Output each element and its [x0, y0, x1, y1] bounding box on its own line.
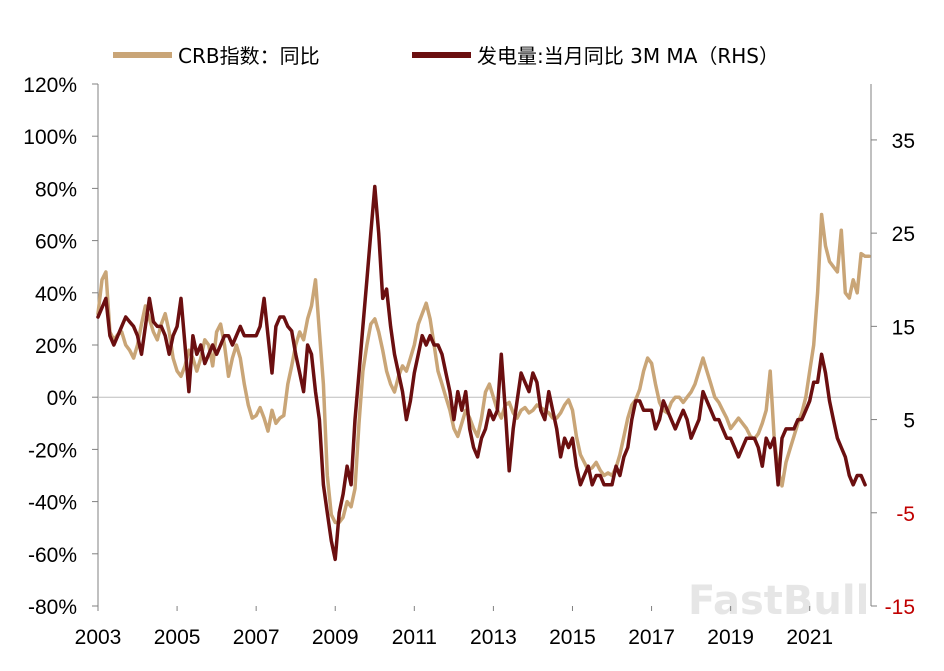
legend-label-power: 发电量:当月同比 3M MA（RHS）	[477, 44, 779, 68]
right-tick-label: 15	[892, 316, 915, 339]
left-tick-label: -60%	[28, 544, 77, 567]
x-tick-label: 2011	[392, 626, 437, 649]
left-tick-label: 60%	[35, 231, 77, 254]
series-layer	[96, 184, 871, 562]
x-tick-label: 2007	[233, 626, 280, 649]
right-axis-ticks: 35 25 15 5 -5 -15	[871, 130, 915, 619]
right-tick-label: 5	[903, 410, 915, 433]
left-tick-label: 40%	[35, 283, 77, 306]
watermark: FastBull	[688, 578, 869, 624]
right-tick-label: -15	[885, 596, 915, 619]
left-tick-label: 100%	[23, 126, 77, 149]
left-tick-label: 120%	[23, 74, 77, 97]
legend-label-crb: CRB指数：同比	[178, 44, 320, 68]
right-tick-label: 25	[892, 223, 915, 246]
right-tick-label: -5	[896, 503, 915, 526]
x-tick-label: 2021	[786, 626, 833, 649]
left-tick-label: -20%	[28, 439, 77, 462]
right-tick-label: 35	[892, 130, 915, 153]
x-tick-label: 2019	[707, 626, 754, 649]
power-generation-yoy-line	[96, 184, 867, 562]
x-tick-label: 2013	[470, 626, 517, 649]
left-tick-label: 20%	[35, 335, 77, 358]
left-tick-label: -40%	[28, 492, 77, 515]
x-tick-label: 2005	[154, 626, 201, 649]
x-tick-label: 2017	[628, 626, 675, 649]
left-axis-ticks: 120% 100% 80% 60% 40% 20% 0% -20% -40% -60% -80%	[23, 74, 98, 619]
crb-yoy-line	[96, 212, 871, 525]
legend: CRB指数：同比 发电量:当月同比 3M MA（RHS）	[113, 44, 779, 68]
x-tick-label: 2009	[312, 626, 359, 649]
x-tick-label: 2003	[75, 626, 122, 649]
left-tick-label: -80%	[28, 596, 77, 619]
x-tick-label: 2015	[549, 626, 596, 649]
left-tick-label: 80%	[35, 178, 77, 201]
left-tick-label: 0%	[47, 387, 77, 410]
x-axis-ticks: 2003 2005 2007 2009 2011 2013 2015 2017 2019 2021	[75, 606, 833, 649]
